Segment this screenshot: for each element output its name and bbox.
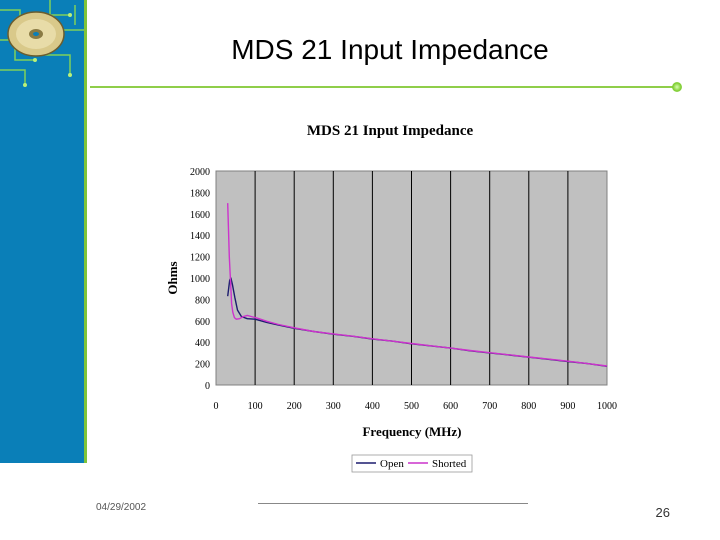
x-tick-label-9: 900	[560, 401, 575, 412]
y-tick-label-0: 0	[205, 381, 210, 392]
y-tick-label-5: 1000	[190, 274, 210, 285]
y-tick-label-4: 800	[195, 295, 210, 306]
x-tick-label-5: 500	[404, 401, 419, 412]
y-tick-label-10: 2000	[190, 167, 210, 178]
legend-label-open: Open	[380, 458, 404, 470]
circuit-board-decoration	[0, 0, 84, 87]
x-tick-label-8: 800	[521, 401, 536, 412]
x-tick-label-0: 0	[214, 401, 219, 412]
y-tick-label-9: 1800	[190, 188, 210, 199]
y-tick-label-1: 200	[195, 360, 210, 371]
x-axis-label: Frequency (MHz)	[362, 424, 461, 439]
y-tick-labels: 0 200 400 600 800 1000 1200 1400 1600 1800 2000	[190, 167, 210, 392]
y-tick-label-7: 1400	[190, 231, 210, 242]
x-tick-label-3: 300	[326, 401, 341, 412]
y-tick-label-2: 400	[195, 338, 210, 349]
x-tick-label-2: 200	[287, 401, 302, 412]
footer-date: 04/29/2002	[96, 502, 147, 513]
y-tick-label-3: 600	[195, 317, 210, 328]
cd-disc-icon	[7, 11, 65, 57]
y-tick-label-8: 1600	[190, 210, 210, 221]
legend-label-shorted: Shorted	[432, 458, 467, 470]
page-number: 26	[655, 505, 670, 520]
x-tick-label-6: 600	[443, 401, 458, 412]
slide-title: MDS 21 Input Impedance	[231, 34, 549, 65]
series-line-shorted	[227, 203, 608, 367]
sidebar-edge	[84, 0, 87, 463]
chart-title: MDS 21 Input Impedance	[307, 123, 474, 139]
y-axis-label: Ohms	[165, 261, 180, 294]
x-tick-label-1: 100	[248, 401, 263, 412]
title-rule-dot	[672, 82, 682, 92]
x-tick-label-4: 400	[365, 401, 380, 412]
x-tick-labels: 0 100 200 300 400 500 600 700 800 900 1000	[214, 401, 618, 412]
x-tick-label-10: 1000	[597, 401, 617, 412]
x-tick-label-7: 700	[482, 401, 497, 412]
legend: Open Shorted	[351, 454, 473, 473]
footer-rule	[258, 503, 528, 504]
sidebar-panel	[0, 0, 84, 463]
grid-lines	[254, 171, 569, 385]
title-rule	[90, 86, 676, 88]
series-lines	[227, 203, 608, 367]
y-tick-label-6: 1200	[190, 253, 210, 264]
